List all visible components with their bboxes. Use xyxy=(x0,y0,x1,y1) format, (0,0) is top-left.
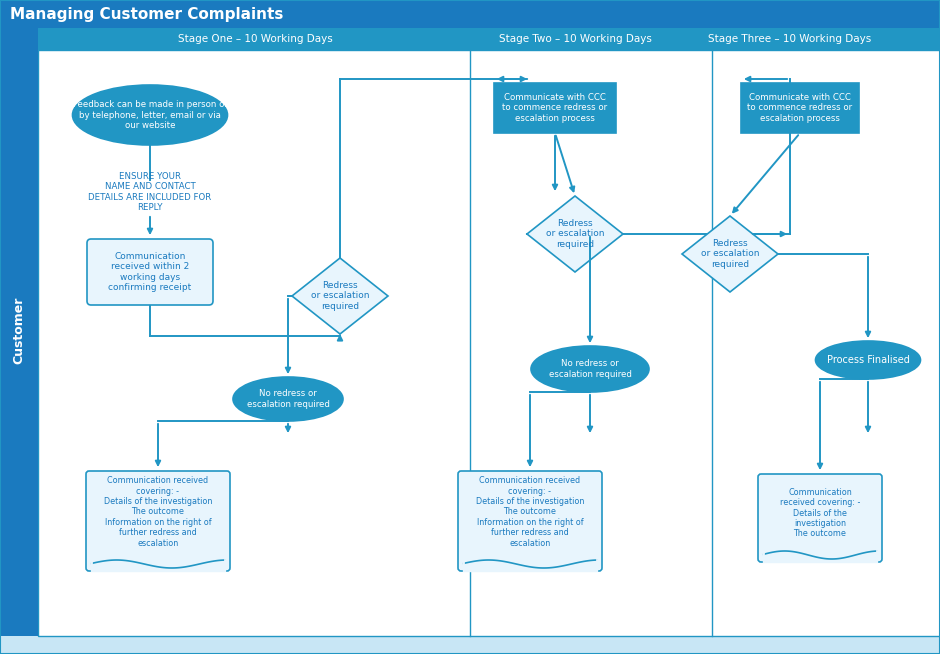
Text: Communicate with CCC
to commence redress or
escalation process: Communicate with CCC to commence redress… xyxy=(747,93,853,123)
FancyBboxPatch shape xyxy=(741,83,859,133)
Polygon shape xyxy=(292,258,388,334)
FancyBboxPatch shape xyxy=(494,83,616,133)
Text: Redress
or escalation
required: Redress or escalation required xyxy=(700,239,760,269)
Polygon shape xyxy=(682,216,778,292)
FancyBboxPatch shape xyxy=(86,471,230,571)
Text: Communicate with CCC
to commence redress or
escalation process: Communicate with CCC to commence redress… xyxy=(503,93,607,123)
Ellipse shape xyxy=(816,341,920,379)
Text: Managing Customer Complaints: Managing Customer Complaints xyxy=(10,7,283,22)
FancyBboxPatch shape xyxy=(458,471,602,571)
Text: ENSURE YOUR
NAME AND CONTACT
DETAILS ARE INCLUDED FOR
REPLY: ENSURE YOUR NAME AND CONTACT DETAILS ARE… xyxy=(88,172,212,212)
Text: Process Finalised: Process Finalised xyxy=(826,355,909,365)
Text: Redress
or escalation
required: Redress or escalation required xyxy=(546,219,604,249)
Text: Feedback can be made in person or
by telephone, letter, email or via
our website: Feedback can be made in person or by tel… xyxy=(72,100,227,130)
Text: Stage Two – 10 Working Days: Stage Two – 10 Working Days xyxy=(498,34,651,44)
Text: Communication
received covering: -
Details of the
investigation
The outcome: Communication received covering: - Detai… xyxy=(780,488,860,538)
Ellipse shape xyxy=(72,85,227,145)
Ellipse shape xyxy=(531,346,649,392)
Text: Stage Three – 10 Working Days: Stage Three – 10 Working Days xyxy=(709,34,871,44)
Text: Communication
received within 2
working days
confirming receipt: Communication received within 2 working … xyxy=(108,252,192,292)
Text: Customer: Customer xyxy=(12,296,25,364)
Ellipse shape xyxy=(233,377,343,421)
Text: Redress
or escalation
required: Redress or escalation required xyxy=(311,281,369,311)
FancyBboxPatch shape xyxy=(87,239,213,305)
FancyBboxPatch shape xyxy=(38,28,940,50)
FancyBboxPatch shape xyxy=(0,0,940,28)
Text: Communication received
covering: -
Details of the investigation
The outcome
Info: Communication received covering: - Detai… xyxy=(103,476,212,547)
Text: No redress or
escalation required: No redress or escalation required xyxy=(549,359,632,379)
Text: Communication received
covering: -
Details of the investigation
The outcome
Info: Communication received covering: - Detai… xyxy=(476,476,584,547)
FancyBboxPatch shape xyxy=(38,50,940,636)
FancyBboxPatch shape xyxy=(0,24,38,636)
Polygon shape xyxy=(527,196,623,272)
Text: No redress or
escalation required: No redress or escalation required xyxy=(246,389,329,409)
Text: Stage One – 10 Working Days: Stage One – 10 Working Days xyxy=(178,34,333,44)
FancyBboxPatch shape xyxy=(758,474,882,562)
